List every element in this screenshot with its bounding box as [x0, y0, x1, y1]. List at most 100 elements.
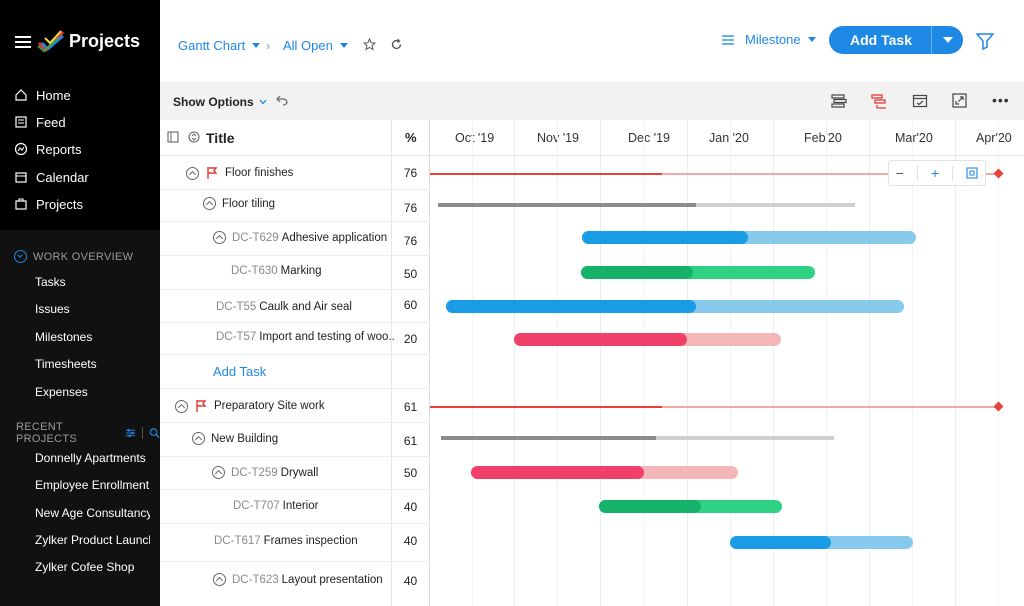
sidebar-item-expenses[interactable]: Expenses	[35, 385, 88, 399]
recent-project-item[interactable]: New Age Consultancy	[35, 506, 150, 520]
tasklist-remaining-bar[interactable]	[656, 436, 834, 440]
table-row[interactable]: DC-T630 Marking	[231, 265, 322, 277]
task-progress-bar[interactable]	[514, 333, 687, 346]
recent-project-item[interactable]: Zylker Cofee Shop	[35, 560, 135, 574]
task-progress-bar[interactable]	[471, 466, 644, 479]
collapse-toggle-icon[interactable]	[192, 432, 205, 445]
critical-path-icon[interactable]	[871, 93, 887, 109]
filter-settings-icon[interactable]	[125, 427, 136, 439]
sidebar-item-timesheets[interactable]: Timesheets	[35, 357, 97, 371]
task-progress-bar[interactable]	[730, 536, 831, 549]
menu-icon[interactable]	[15, 36, 31, 48]
milestone-diamond-icon	[993, 168, 1004, 179]
nav-reports[interactable]: Reports	[14, 139, 82, 159]
more-options-icon[interactable]: •••	[992, 92, 1010, 108]
table-row[interactable]: New Building	[192, 432, 278, 445]
gridline	[773, 120, 774, 606]
nav-feed[interactable]: Feed	[14, 112, 66, 132]
table-row[interactable]: DC-T55 Caulk and Air seal	[216, 301, 352, 313]
percent-cell: 40	[403, 534, 418, 548]
add-task-link[interactable]: Add Task	[213, 364, 267, 379]
search-icon[interactable]	[149, 427, 160, 439]
percent-column-header[interactable]: %	[405, 130, 417, 145]
task-list-icon[interactable]	[831, 94, 847, 108]
month-label: Jan '20	[709, 131, 749, 145]
milestone-remaining-bar[interactable]	[662, 173, 998, 175]
group-by-icon	[722, 34, 734, 45]
collapse-toggle-icon[interactable]	[203, 197, 216, 210]
refresh-icon[interactable]	[390, 38, 403, 51]
gridline	[600, 120, 601, 606]
table-row[interactable]: Floor tiling	[203, 197, 275, 210]
row-divider	[160, 422, 430, 423]
projects-icon	[15, 198, 27, 210]
chevron-down-icon	[259, 99, 267, 105]
undo-icon[interactable]	[276, 95, 288, 106]
zoom-in-button[interactable]: +	[931, 165, 940, 181]
tasklist-progress-bar[interactable]	[438, 203, 696, 207]
percent-cell: 76	[403, 201, 418, 215]
table-row[interactable]: DC-T57 Import and testing of woo..	[216, 331, 395, 343]
add-column-icon[interactable]	[167, 131, 179, 143]
sort-icon[interactable]	[188, 131, 200, 143]
work-overview-heading[interactable]: WORK OVERVIEW	[14, 250, 133, 263]
gridline	[912, 120, 913, 606]
collapse-toggle-icon[interactable]	[175, 399, 188, 413]
tasklist-remaining-bar[interactable]	[696, 203, 855, 207]
fit-to-screen-icon[interactable]	[966, 167, 978, 179]
collapse-toggle-icon[interactable]	[212, 466, 225, 479]
collapse-icon	[14, 250, 27, 263]
recent-project-item[interactable]: Employee Enrollment	[35, 478, 150, 492]
expand-icon[interactable]	[952, 93, 967, 108]
task-progress-bar[interactable]	[581, 266, 693, 279]
calendar-check-icon[interactable]	[912, 93, 928, 108]
nav-home[interactable]: Home	[14, 85, 71, 105]
recent-project-item[interactable]: Zylker Product Launch	[35, 533, 150, 547]
row-divider	[160, 322, 430, 323]
zoom-out-button[interactable]: −	[895, 165, 904, 181]
milestone-progress-bar[interactable]	[430, 406, 662, 408]
gridline	[955, 120, 956, 606]
nav-calendar[interactable]: Calendar	[14, 167, 89, 187]
view-dropdown[interactable]: Gantt Chart	[178, 38, 261, 53]
percent-cell: 40	[403, 574, 418, 588]
task-progress-bar[interactable]	[582, 231, 748, 244]
task-progress-bar[interactable]	[599, 500, 701, 513]
star-icon[interactable]	[363, 38, 376, 51]
sidebar-item-milestones[interactable]: Milestones	[35, 330, 93, 344]
sidebar-item-tasks[interactable]: Tasks	[35, 275, 66, 289]
milestone-flag-icon	[196, 400, 207, 412]
table-row[interactable]: DC-T259 Drywall	[212, 466, 318, 479]
chevron-down-icon	[942, 37, 953, 43]
table-row[interactable]: Floor finishes	[186, 166, 293, 180]
projects-logo-icon	[37, 30, 65, 53]
show-options-button[interactable]: Show Options	[173, 95, 267, 109]
milestone-remaining-bar[interactable]	[662, 406, 998, 408]
add-task-button[interactable]: Add Task	[829, 26, 933, 54]
table-row[interactable]: DC-T623 Layout presentation	[213, 573, 383, 586]
table-row[interactable]: DC-T617 Frames inspection	[214, 535, 358, 547]
nav-label: Calendar	[36, 169, 89, 185]
month-label: Feb'20	[804, 131, 842, 145]
percent-cell: 61	[403, 400, 418, 414]
milestone-flag-icon	[207, 167, 218, 179]
collapse-toggle-icon[interactable]	[186, 166, 199, 180]
sidebar-item-issues[interactable]: Issues	[35, 302, 70, 316]
nav-projects[interactable]: Projects	[14, 194, 83, 214]
milestone-progress-bar[interactable]	[430, 173, 662, 175]
zoom-control: − +	[888, 160, 986, 186]
table-row[interactable]: DC-T629 Adhesive application	[213, 231, 387, 244]
task-progress-bar[interactable]	[446, 300, 696, 313]
add-task-dropdown-button[interactable]	[931, 26, 963, 54]
table-row[interactable]: Preparatory Site work	[175, 399, 325, 413]
collapse-toggle-icon[interactable]	[213, 573, 226, 586]
title-column-header[interactable]: Title	[206, 130, 235, 146]
filter-dropdown[interactable]: All Open	[283, 38, 348, 53]
group-by-dropdown[interactable]: Milestone	[721, 32, 816, 47]
filter-icon[interactable]	[975, 31, 995, 51]
recent-project-item[interactable]: Donnelly Apartments	[35, 451, 146, 465]
collapse-toggle-icon[interactable]	[213, 231, 226, 244]
table-row[interactable]: DC-T707 Interior	[233, 500, 319, 512]
tasklist-progress-bar[interactable]	[441, 436, 656, 440]
nav-label: Projects	[36, 196, 83, 212]
